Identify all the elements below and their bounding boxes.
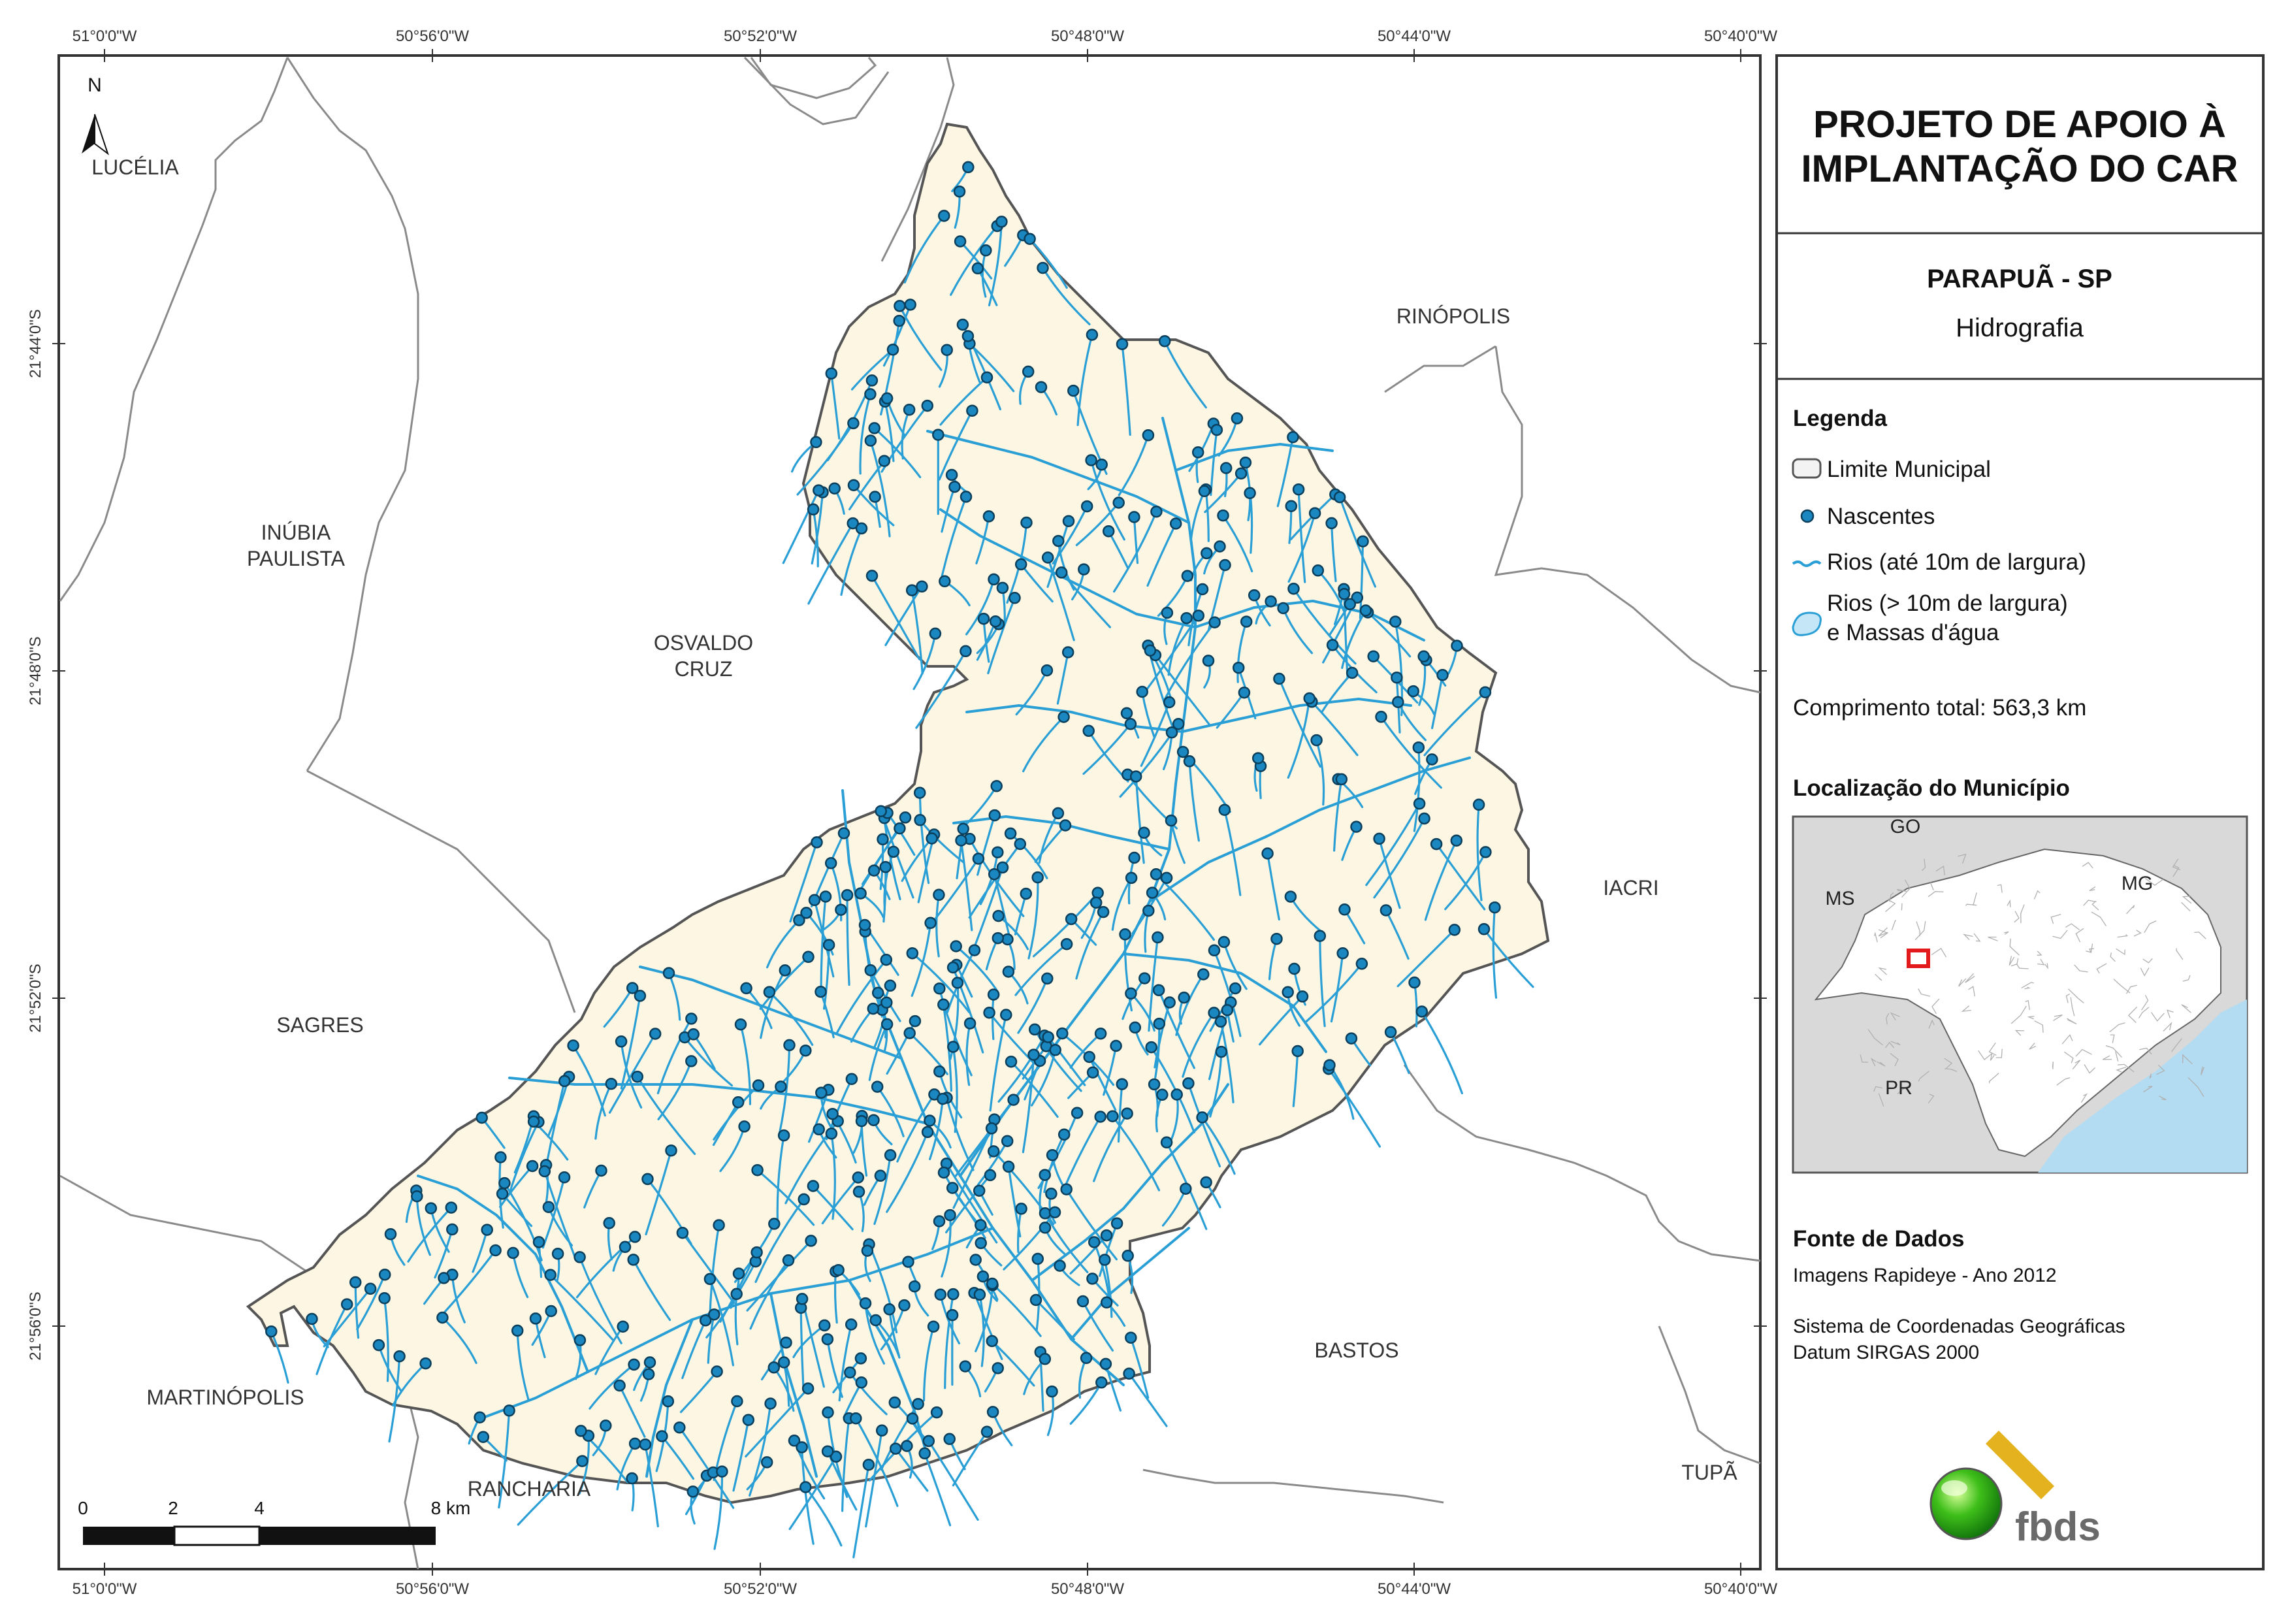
longitude-labels-top: 51°0'0"W 50°56'0"W 50°52'0"W 50°48'0"W 5…	[73, 27, 1778, 45]
lon-label: 50°48'0"W	[1051, 1580, 1124, 1598]
label-inubia-2: PAULISTA	[247, 547, 346, 570]
north-arrow-icon: N	[82, 74, 109, 155]
sao-paulo-state	[1814, 848, 2221, 1158]
scale-bar: 0 2 4 8 km	[78, 1498, 471, 1546]
scale-label-2: 2	[168, 1498, 178, 1518]
neighbor-labels: LUCÉLIA RINÓPOLIS INÚBIA PAULISTA OSVALD…	[91, 155, 1737, 1501]
water-body-icon	[1792, 611, 1822, 636]
legend-label-water-2: e Massas d'água	[1827, 620, 1999, 645]
label-bastos: BASTOS	[1314, 1339, 1398, 1362]
lat-label: 21°52'0"S	[27, 964, 44, 1032]
label-osvaldo-2: CRUZ	[675, 657, 733, 681]
lat-label: 21°48'0"S	[27, 636, 44, 705]
state-label-go: GO	[1890, 816, 1921, 837]
lon-label: 50°44'0"W	[1378, 27, 1451, 45]
legend-label-boundary: Limite Municipal	[1827, 457, 1991, 482]
lon-label: 51°0'0"W	[73, 27, 137, 45]
neighbor-boundaries	[59, 56, 1761, 1570]
boundary-swatch-icon	[1792, 458, 1822, 479]
graticule-ticks	[52, 49, 1767, 1576]
label-rancharia: RANCHARIA	[468, 1477, 591, 1501]
project-title-line1: PROJETO DE APOIO À	[1813, 103, 2226, 146]
lon-label: 50°52'0"W	[724, 27, 797, 45]
logo-text: fbds	[2015, 1504, 2101, 1550]
label-martinopolis: MARTINÓPOLIS	[146, 1386, 304, 1409]
state-label-ms: MS	[1826, 888, 1855, 909]
lon-label: 51°0'0"W	[73, 1580, 137, 1598]
legend-label-rivers: Rios (até 10m de largura)	[1827, 549, 2086, 575]
lon-label: 50°56'0"W	[396, 1580, 469, 1598]
lat-label: 21°56'0"S	[27, 1291, 44, 1360]
lat-label: 21°44'0"S	[27, 309, 44, 378]
municipality-title: PARAPUÃ - SP	[1927, 263, 2112, 293]
legend-label-springs: Nascentes	[1827, 504, 1935, 529]
scale-label-8: 8 km	[431, 1498, 471, 1518]
scale-label-0: 0	[78, 1498, 88, 1518]
label-osvaldo-1: OSVALDO	[654, 631, 753, 655]
latitude-labels: 21°44'0"S 21°48'0"S 21°52'0"S 21°56'0"S	[27, 309, 44, 1360]
spring-points	[265, 161, 1501, 1498]
fbds-logo: fbds	[1929, 1431, 2101, 1550]
legend-label-water-1: Rios (> 10m de largura)	[1827, 591, 2068, 616]
label-sagres: SAGRES	[276, 1013, 363, 1037]
label-rinopolis: RINÓPOLIS	[1396, 304, 1510, 328]
label-lucelia: LUCÉLIA	[91, 155, 179, 179]
sea	[2038, 999, 2247, 1173]
longitude-labels-bottom: 51°0'0"W 50°56'0"W 50°52'0"W 50°48'0"W 5…	[73, 1580, 1778, 1598]
river-line-icon	[1792, 560, 1822, 567]
source-line-3: Datum SIRGAS 2000	[1793, 1342, 1979, 1363]
state-label-mg: MG	[2122, 873, 2153, 894]
source-line-1: Imagens Rapideye - Ano 2012	[1793, 1265, 2057, 1286]
municipality-highlight	[1907, 949, 1930, 968]
location-inset: GO MS MG PR	[1792, 815, 2248, 1174]
total-length: Comprimento total: 563,3 km	[1793, 695, 2086, 721]
lon-label: 50°40'0"W	[1704, 1580, 1777, 1598]
north-label: N	[88, 74, 102, 96]
label-tupa: TUPÃ	[1681, 1461, 1737, 1484]
spring-point-icon	[1800, 509, 1815, 523]
project-title-line2: IMPLANTAÇÃO DO CAR	[1801, 148, 2238, 190]
lon-label: 50°52'0"W	[724, 1580, 797, 1598]
info-panel: PROJETO DE APOIO À IMPLANTAÇÃO DO CAR PA…	[1775, 54, 2265, 1570]
label-iacri: IACRI	[1603, 876, 1658, 900]
state-label-pr: PR	[1885, 1077, 1913, 1099]
scale-label-4: 4	[254, 1498, 265, 1518]
source-heading: Fonte de Dados	[1793, 1226, 1965, 1252]
lon-label: 50°40'0"W	[1704, 27, 1777, 45]
map-frame: LUCÉLIA RINÓPOLIS INÚBIA PAULISTA OSVALD…	[57, 54, 1762, 1570]
label-inubia-1: INÚBIA	[261, 521, 331, 544]
legend-heading: Legenda	[1793, 406, 1887, 431]
lon-label: 50°56'0"W	[396, 27, 469, 45]
lon-label: 50°48'0"W	[1051, 27, 1124, 45]
source-line-2: Sistema de Coordenadas Geográficas	[1793, 1316, 2125, 1337]
lon-label: 50°44'0"W	[1378, 1580, 1451, 1598]
map-theme: Hidrografia	[1956, 314, 2084, 342]
location-heading: Localização do Município	[1793, 775, 2070, 801]
